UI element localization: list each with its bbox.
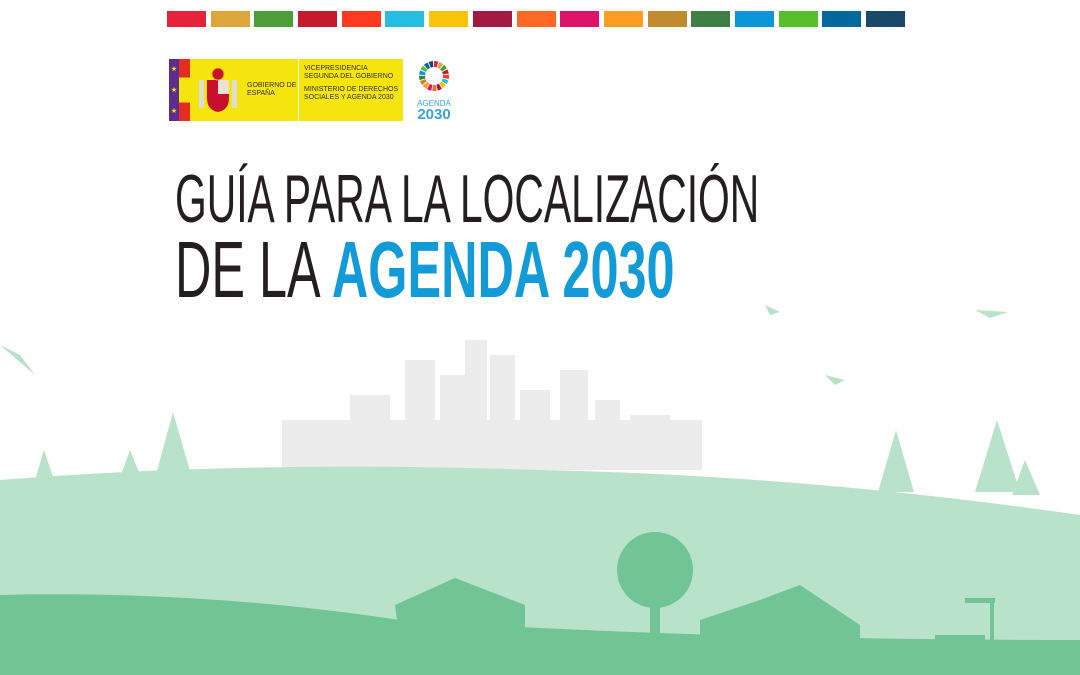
wheel-segment xyxy=(419,70,426,76)
sdg-goal-square xyxy=(167,11,206,27)
wheel-segment xyxy=(428,61,434,68)
sdg-goal-square xyxy=(866,11,905,27)
wheel-segment xyxy=(422,81,430,89)
eu-flag-icon: ★ ★ ★ xyxy=(169,59,190,121)
city-skyline xyxy=(282,340,702,470)
wheel-segment xyxy=(441,78,449,85)
agenda-2030-logo: AGENDA 2030 xyxy=(412,60,456,122)
title-line-2: DE LA AGENDA 2030 xyxy=(175,224,675,316)
wheel-segment xyxy=(423,62,431,70)
vicepresidencia-label: VICEPRESIDENCIA SEGUNDA DEL GOBIERNO xyxy=(304,65,394,80)
sdg-goal-square xyxy=(385,11,425,27)
title-line-1: GUÍA PARA LA LOCALIZACIÓN xyxy=(175,161,760,237)
wheel-segment xyxy=(419,79,427,86)
sdg-color-strip xyxy=(167,11,905,27)
wheel-segment xyxy=(436,83,442,91)
title-highlight: AGENDA 2030 xyxy=(331,225,675,314)
trees xyxy=(35,412,1040,495)
agenda-logo-year: 2030 xyxy=(417,106,451,123)
wheel-segment xyxy=(439,81,446,89)
birds xyxy=(0,305,1008,385)
sdg-goal-square xyxy=(734,11,774,27)
wheel-segment xyxy=(420,65,428,72)
wheel-segment xyxy=(440,64,447,72)
landscape-illustration xyxy=(0,305,1080,675)
sdg-goal-square xyxy=(560,11,600,27)
wheel-segment xyxy=(419,75,426,81)
sdg-goal-square xyxy=(429,11,469,27)
wheel-segment xyxy=(442,69,449,75)
houses xyxy=(395,532,995,668)
sdg-goal-square xyxy=(210,11,250,27)
wheel-segment xyxy=(432,84,437,91)
wheel-segment xyxy=(434,61,439,68)
sdg-goal-square xyxy=(647,11,687,27)
ministerio-label: MINISTERIO DE DERECHOS SOCIALES Y AGENDA… xyxy=(304,86,399,101)
sdg-goal-square xyxy=(341,11,381,27)
sdg-goal-square xyxy=(516,11,556,27)
coat-of-arms-icon xyxy=(190,59,245,121)
sdg-goal-square xyxy=(778,11,818,27)
sdg-goal-square xyxy=(691,11,731,27)
wheel-segment xyxy=(437,62,444,69)
gobierno-label: GOBIERNO DE ESPAÑA xyxy=(245,59,299,121)
wheel-segment xyxy=(442,74,449,80)
title-prefix: DE LA xyxy=(175,225,332,314)
sdg-goal-square xyxy=(254,11,294,27)
gobierno-espana-logo: ★ ★ ★ GOBIERNO DE ESPAÑA VICEPRESIDENCIA S… xyxy=(169,59,403,121)
wheel-segment xyxy=(427,83,433,91)
sdg-goal-square xyxy=(603,11,643,27)
sdg-goal-square xyxy=(298,11,338,27)
sdg-wheel-icon xyxy=(419,61,449,91)
sdg-goal-square xyxy=(822,11,862,27)
agenda-logo-text: AGENDA xyxy=(417,99,451,108)
sdg-goal-square xyxy=(472,11,512,27)
